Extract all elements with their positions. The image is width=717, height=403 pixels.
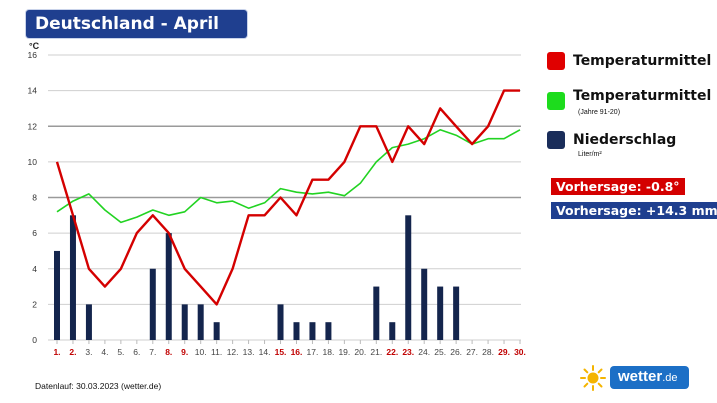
legend-sub-temperature-normal: (Jahre 91-20) <box>578 109 621 116</box>
legend-swatch-temperature <box>547 52 565 70</box>
x-tick-label: 16. <box>291 347 303 357</box>
x-tick-label: 30. <box>514 347 526 357</box>
y-tick-label: 14 <box>28 86 38 96</box>
x-tick-label: 28. <box>482 347 494 357</box>
precipitation-bar <box>85 304 92 340</box>
wetter-logo: wetter.de <box>580 365 690 391</box>
x-tick-label: 1. <box>53 347 60 357</box>
logo-text: wetter.de <box>618 368 678 385</box>
y-tick-label: 12 <box>28 121 38 131</box>
x-tick-label: 11. <box>211 347 222 357</box>
x-tick-label: 20. <box>354 347 366 357</box>
x-tick-label: 3. <box>85 347 92 357</box>
precipitation-bar <box>69 215 76 340</box>
y-tick-label: 0 <box>32 335 37 345</box>
x-tick-label: 6. <box>133 347 140 357</box>
precipitation-bar <box>405 215 412 340</box>
x-tick-label: 8. <box>165 347 172 357</box>
x-tick-label: 24. <box>418 347 430 357</box>
precipitation-bar <box>181 304 188 340</box>
forecast-temperature-badge: Vorhersage: -0.8° <box>551 178 685 195</box>
x-tick-label: 21. <box>370 347 382 357</box>
title-banner: Deutschland - April <box>26 10 247 38</box>
legend-swatch-temperature-normal <box>547 92 565 110</box>
temperature-line <box>55 89 520 306</box>
x-tick-label: 15. <box>275 347 287 357</box>
precipitation-bar <box>54 250 60 340</box>
x-tick-label: 13. <box>243 347 255 357</box>
precipitation-bar <box>325 322 332 340</box>
footer-data-run: Datenlauf: 30.03.2023 (wetter.de) <box>35 381 162 391</box>
x-tick-label: 29. <box>498 347 510 357</box>
legend-swatch-precipitation <box>547 131 565 149</box>
precipitation-bar <box>389 322 396 340</box>
y-tick-label: 10 <box>28 157 38 167</box>
y-tick-label: 8 <box>32 193 37 203</box>
temperature-normal-line <box>56 129 521 224</box>
legend-label-temperature: Temperaturmittel <box>573 53 712 69</box>
forecast-precipitation-badge: Vorhersage: +14.3 mm <box>551 202 717 219</box>
precipitation-bar <box>453 286 460 340</box>
x-tick-label: 12. <box>227 347 239 357</box>
precipitation-bar <box>373 286 380 340</box>
x-tick-label: 25. <box>434 347 446 357</box>
x-tick-label: 23. <box>402 347 414 357</box>
precipitation-bar <box>197 304 204 340</box>
x-tick-label: 7. <box>149 347 156 357</box>
logo-pill <box>610 366 689 389</box>
x-tick-label: 4. <box>101 347 108 357</box>
precipitation-bar <box>309 322 316 340</box>
precipitation-bar <box>277 304 284 340</box>
precipitation-bar <box>437 286 444 340</box>
x-tick-label: 18. <box>322 347 334 357</box>
legend-label-precipitation: Niederschlag <box>573 132 677 148</box>
y-tick-label: 6 <box>32 228 37 238</box>
page-title: Deutschland - April <box>35 14 219 34</box>
x-tick-label: 17. <box>307 347 319 357</box>
precipitation-bar <box>421 268 428 340</box>
y-tick-label: 16 <box>28 50 38 60</box>
y-axis-unit: °C <box>29 41 40 51</box>
y-tick-label: 4 <box>32 264 37 274</box>
precipitation-bar <box>213 322 220 340</box>
legend-sub-precipitation: Liter/m² <box>578 151 602 158</box>
x-tick-label: 26. <box>450 347 462 357</box>
x-tick-label: 9. <box>181 347 188 357</box>
precipitation-bar <box>293 322 300 340</box>
x-tick-label: 14. <box>259 347 271 357</box>
y-tick-label: 2 <box>32 299 37 309</box>
x-tick-label: 10. <box>195 347 207 357</box>
x-tick-label: 27. <box>466 347 478 357</box>
legend-label-temperature-normal: Temperaturmittel <box>573 88 712 104</box>
precipitation-bar <box>149 268 156 340</box>
x-tick-label: 5. <box>117 347 124 357</box>
sun-icon <box>580 365 606 391</box>
x-tick-label: 19. <box>338 347 350 357</box>
precipitation-bar <box>165 233 172 340</box>
x-tick-label: 22. <box>386 347 398 357</box>
x-tick-label: 2. <box>69 347 76 357</box>
